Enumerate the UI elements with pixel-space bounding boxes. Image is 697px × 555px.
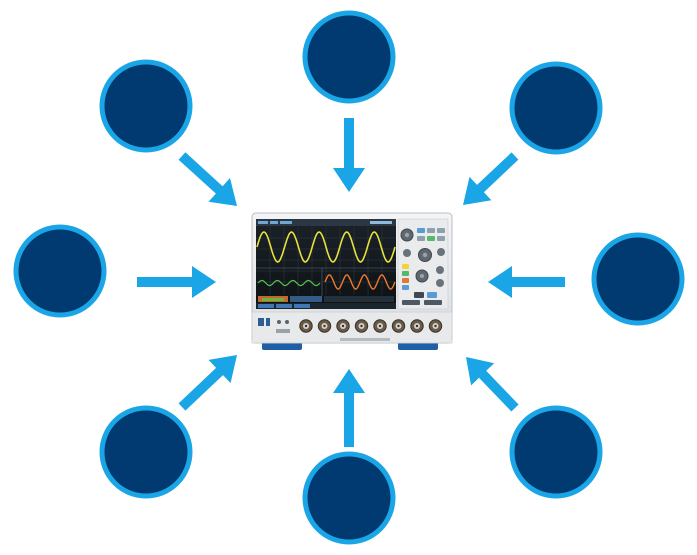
oscilloscope-image [251,212,453,350]
arrow-bottom-left-to-center [178,355,237,411]
waveform-orange [324,274,396,290]
node-top-circle [302,10,396,104]
nodes-layer [13,10,685,545]
arrow-left-to-center [137,266,216,298]
node-bottom-right-circle [509,405,603,499]
arrow-top-right-to-center [463,152,519,205]
node-top-right-circle [509,61,603,155]
waveform-yellow [256,231,396,263]
node-bottom-left-circle [99,405,193,499]
arrow-bottom-to-center [333,369,365,447]
node-left-circle [13,224,107,318]
arrow-bottom-right-to-center [466,357,519,412]
arrow-top-left-to-center [178,152,237,206]
waveform-green [257,279,321,287]
node-top-left-circle [99,59,193,153]
scope-screen-toolbar [256,219,396,226]
scope-grid [256,227,396,295]
node-bottom-circle [302,451,396,545]
arrows-layer [137,118,565,447]
arrow-right-to-center [488,266,565,298]
channel-connectors [299,319,443,333]
arrow-top-to-center [333,118,365,192]
node-right-circle [591,232,685,326]
